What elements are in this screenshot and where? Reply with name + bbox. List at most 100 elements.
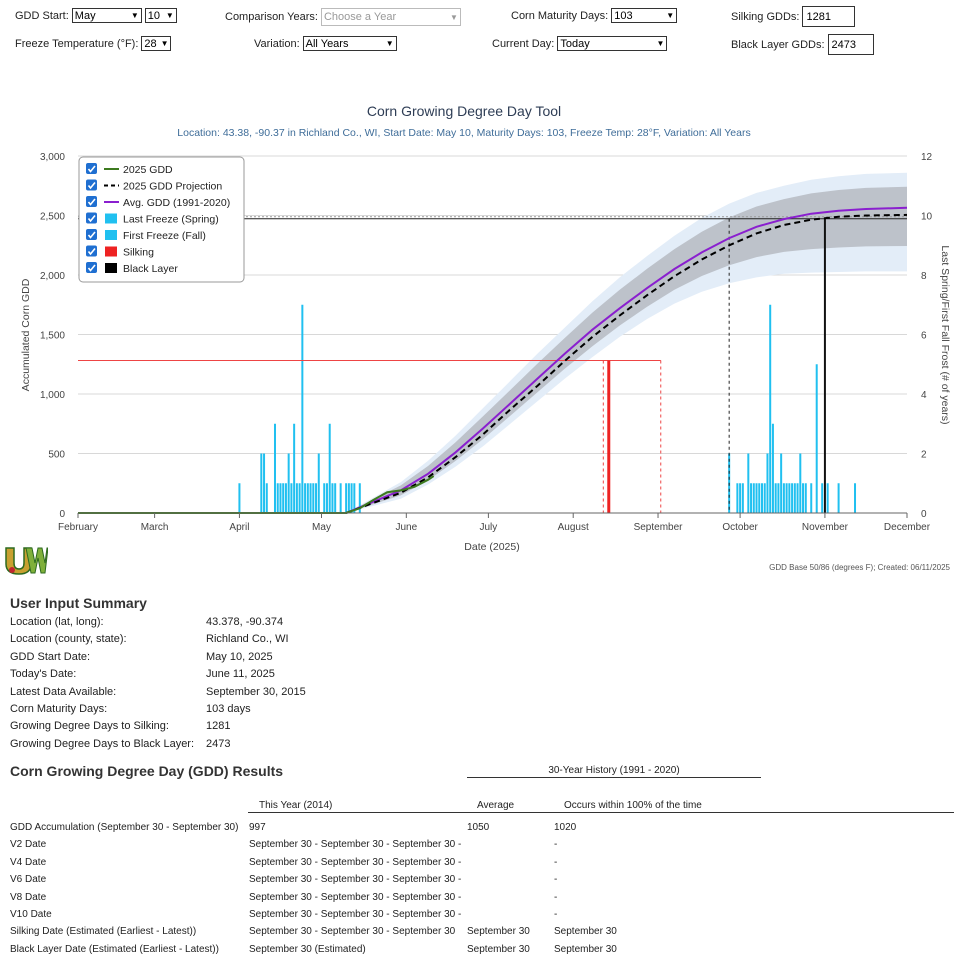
first-freeze-bar — [741, 483, 744, 513]
first-freeze-bar — [815, 364, 818, 513]
x-tick-label: June — [395, 522, 417, 533]
comparison-years-select[interactable]: Choose a Year ▼ — [320, 8, 461, 26]
current-day-label: Current Day: — [492, 37, 555, 50]
summary-row-label: Today's Date: — [10, 668, 77, 681]
x-tick-label: October — [722, 522, 758, 533]
y2-tick-label: 0 — [921, 509, 927, 520]
check-icon — [87, 264, 96, 272]
summary-row-value: May 10, 2025 — [206, 650, 273, 663]
variation-control: Variation: All Years ▼ — [254, 36, 397, 51]
uw-logo-icon — [5, 547, 49, 575]
legend-checkbox[interactable] — [86, 179, 97, 191]
legend-swatch — [105, 213, 117, 224]
last-freeze-bar — [263, 453, 266, 513]
summary-row-value: Richland Co., WI — [206, 633, 289, 646]
x-tick-label: August — [558, 522, 589, 533]
y-tick-label: 2,500 — [40, 212, 65, 223]
first-freeze-bar — [752, 483, 755, 513]
summary-row-value: 1281 — [206, 720, 231, 733]
x-tick-label: May — [312, 522, 331, 533]
y-tick-label: 1,000 — [40, 390, 65, 401]
legend-checkbox[interactable] — [86, 245, 97, 257]
last-freeze-bar — [304, 483, 307, 513]
summary-row-label: Latest Data Available: — [10, 685, 117, 698]
col-occurs: Occurs within 100% of the time — [564, 800, 702, 811]
last-freeze-bar — [260, 453, 263, 513]
check-icon — [87, 181, 96, 190]
freeze-temp-select[interactable]: 28 ▼ — [141, 36, 172, 51]
black-layer-input[interactable]: 2473 — [827, 34, 874, 55]
check-icon — [87, 231, 96, 239]
legend-checkbox[interactable] — [86, 196, 97, 207]
last-freeze-bar — [339, 483, 342, 513]
freeze-temp-value: 28 — [144, 37, 157, 50]
gdd-start-day-select[interactable]: 10 ▼ — [144, 8, 177, 23]
col-this-year: This Year (2014) — [259, 800, 333, 811]
results-cell-occurs: - — [554, 874, 558, 886]
y2-tick-label: 10 — [921, 212, 933, 223]
results-cell-this-year: September 30 - September 30 - September … — [249, 926, 456, 938]
y2-axis-title: Last Spring/First Fall Frost (# of years… — [939, 245, 951, 424]
current-day-select[interactable]: Today ▼ — [557, 36, 668, 51]
results-cell-occurs: September 30 — [554, 926, 617, 938]
first-freeze-bar — [854, 483, 857, 513]
silking-gdds-control: Silking GDDs: 1281 — [731, 6, 856, 27]
first-freeze-bar — [755, 483, 758, 513]
silking-gdds-input[interactable]: 1281 — [802, 6, 856, 27]
gdd-start-month-select[interactable]: May ▼ — [71, 8, 142, 23]
last-freeze-bar — [282, 483, 285, 513]
first-freeze-bar — [758, 483, 761, 513]
x-tick-label: July — [479, 522, 497, 533]
corn-maturity-select[interactable]: 103 ▼ — [611, 8, 678, 23]
current-day-control: Current Day: Today ▼ — [492, 36, 668, 51]
first-freeze-bar — [739, 483, 742, 513]
results-cell-label: V8 Date — [10, 891, 47, 903]
summary-row: Growing Degree Days to Black Layer: 2473 — [10, 737, 230, 750]
comparison-years-control: Comparison Years: Choose a Year ▼ — [225, 8, 461, 26]
summary-row: Growing Degree Days to Silking: 1281 — [10, 720, 230, 732]
summary-row-value: September 30, 2015 — [206, 685, 306, 698]
legend-label: Black Layer — [123, 263, 178, 275]
freeze-temp-label: Freeze Temperature (°F): — [15, 37, 139, 50]
chevron-down-icon: ▼ — [385, 39, 394, 48]
black-layer-date-bar — [823, 218, 826, 513]
legend-label: Last Freeze (Spring) — [123, 214, 219, 226]
chevron-down-icon: ▼ — [450, 12, 458, 22]
chart-credit: GDD Base 50/86 (degrees F); Created: 06/… — [769, 563, 950, 572]
corn-maturity-control: Corn Maturity Days: 103 ▼ — [511, 8, 678, 23]
results-cell-label: Silking Date (Estimated (Earliest - Late… — [10, 926, 197, 938]
y-tick-label: 1,500 — [40, 331, 65, 342]
last-freeze-bar — [295, 483, 298, 513]
summary-row-value: 2473 — [206, 737, 231, 750]
results-cell-this-year: September 30 - September 30 - September … — [249, 856, 462, 868]
legend-checkbox[interactable] — [86, 212, 97, 224]
legend-checkbox[interactable] — [86, 262, 97, 273]
first-freeze-bar — [771, 423, 774, 513]
summary-row: GDD Start Date: May 10, 2025 — [10, 651, 273, 663]
legend-checkbox[interactable] — [86, 229, 97, 240]
last-freeze-bar — [350, 483, 353, 513]
chart-subtitle: Location: 43.38, -90.37 in Richland Co.,… — [177, 127, 750, 139]
last-freeze-bar — [358, 483, 361, 513]
first-freeze-bar — [793, 483, 796, 513]
y2-tick-label: 2 — [921, 450, 927, 461]
summary-row-value: June 11, 2025 — [206, 668, 275, 681]
variation-select[interactable]: All Years ▼ — [302, 36, 397, 51]
first-freeze-bar — [791, 483, 794, 513]
summary-row-label: Location (lat, long): — [10, 616, 104, 628]
summary-title: User Input Summary — [10, 595, 147, 611]
x-axis-title: Date (2025) — [464, 541, 519, 553]
last-freeze-bar — [347, 483, 350, 513]
chevron-down-icon: ▼ — [165, 11, 174, 20]
y-axis-title: Accumulated Corn GDD — [20, 278, 32, 391]
summary-row-label: Growing Degree Days to Black Layer: — [10, 737, 195, 750]
check-icon — [87, 198, 96, 206]
results-cell-label: V4 Date — [10, 856, 47, 868]
check-icon — [87, 247, 96, 256]
summary-row: Location (lat, long): 43.378, -90.374 — [10, 616, 283, 628]
y2-tick-label: 6 — [921, 331, 927, 342]
legend-checkbox[interactable] — [86, 163, 97, 174]
current-day-value: Today — [560, 37, 590, 50]
col-average: Average — [477, 800, 515, 811]
legend-swatch — [105, 246, 117, 257]
